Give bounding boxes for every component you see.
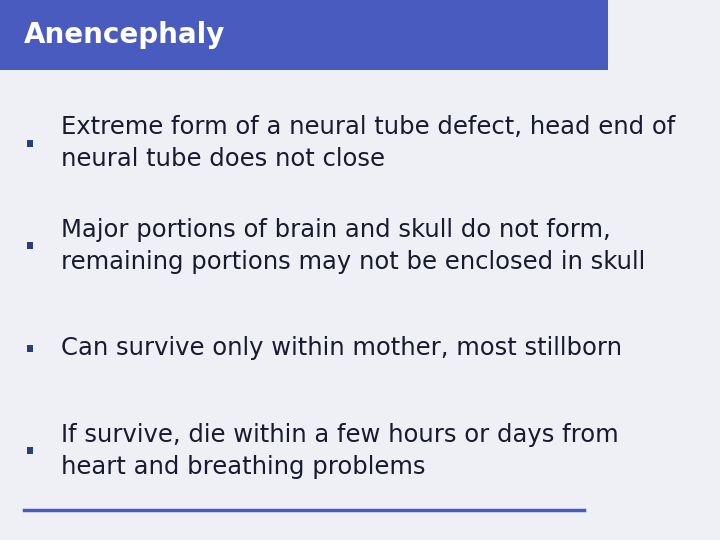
Text: Can survive only within mother, most stillborn: Can survive only within mother, most sti… — [60, 336, 622, 360]
FancyBboxPatch shape — [27, 345, 33, 352]
FancyBboxPatch shape — [27, 242, 33, 249]
Text: Major portions of brain and skull do not form,
remaining portions may not be enc: Major portions of brain and skull do not… — [60, 218, 645, 273]
Text: If survive, die within a few hours or days from
heart and breathing problems: If survive, die within a few hours or da… — [60, 423, 618, 478]
FancyBboxPatch shape — [27, 139, 33, 146]
FancyBboxPatch shape — [0, 0, 608, 70]
FancyBboxPatch shape — [27, 447, 33, 455]
Text: Anencephaly: Anencephaly — [24, 21, 225, 49]
Text: Extreme form of a neural tube defect, head end of
neural tube does not close: Extreme form of a neural tube defect, he… — [60, 116, 675, 171]
